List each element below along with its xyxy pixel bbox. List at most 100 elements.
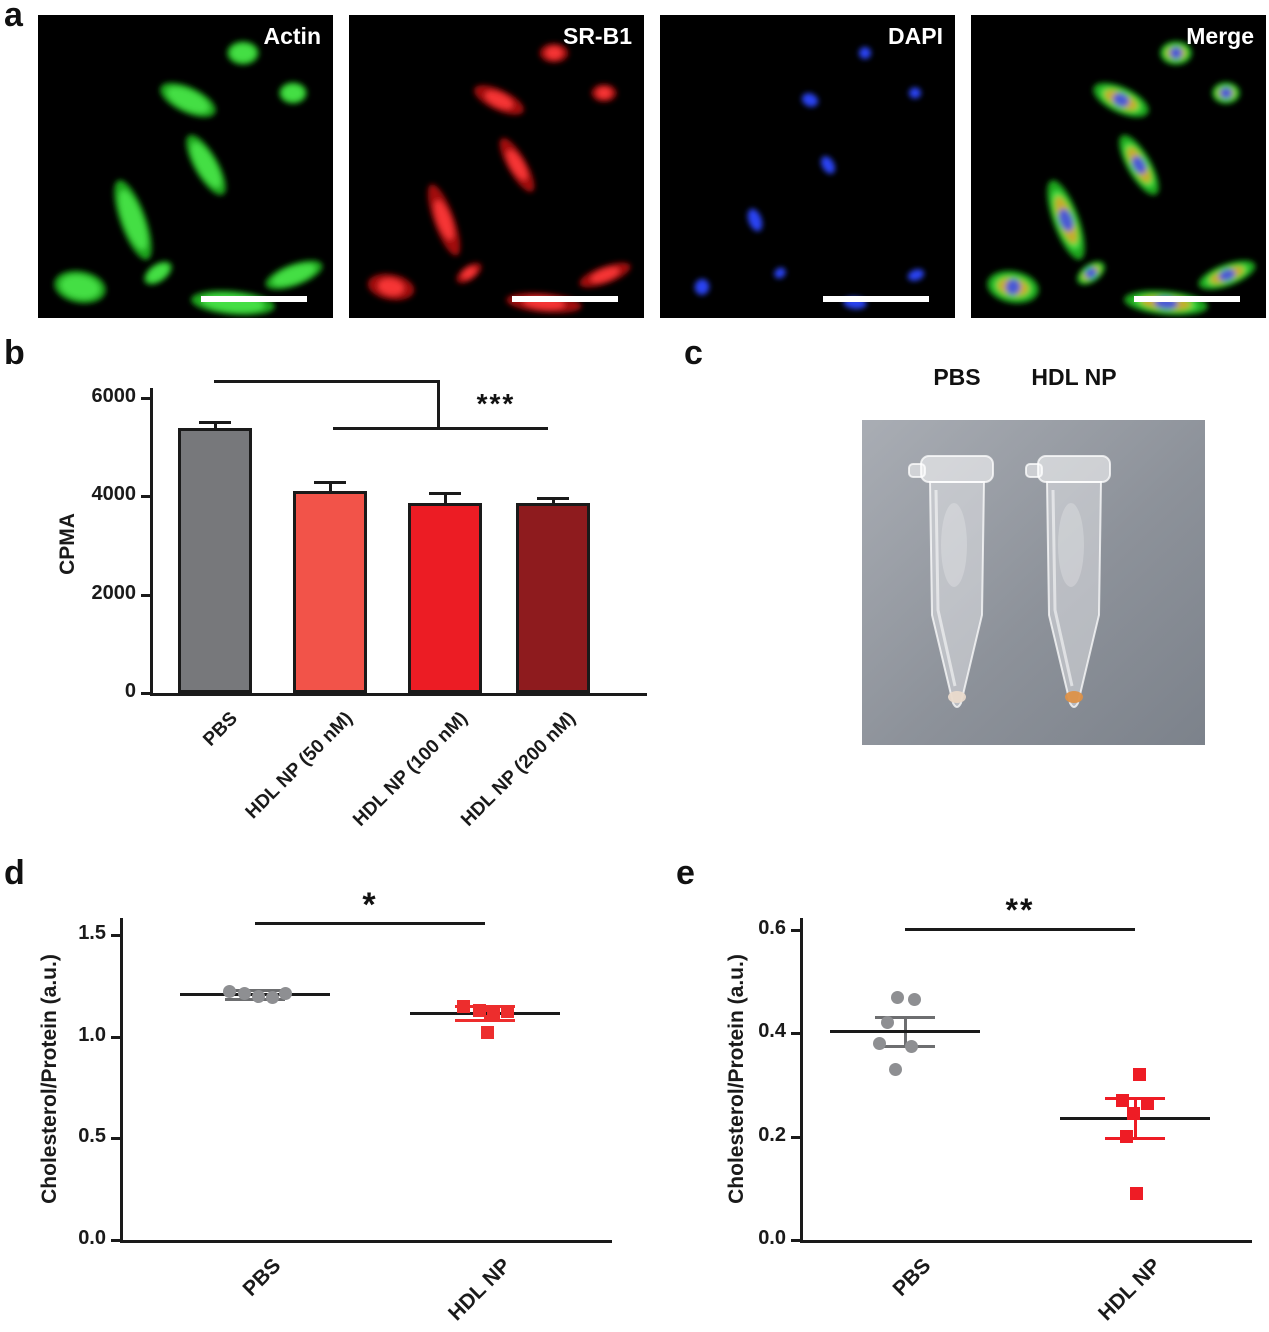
- b-y-tick-label: 4000: [91, 483, 137, 506]
- d-y-tick: [111, 1137, 120, 1141]
- b-y-tick: [141, 692, 150, 695]
- e-sem-cap-high: [1105, 1096, 1165, 1100]
- d-x-label: HDL NP: [443, 1254, 516, 1326]
- b-x-axis: [150, 693, 647, 696]
- e-point-hdl-np: [1129, 1186, 1143, 1200]
- channel-label-merge: Merge: [1186, 23, 1254, 49]
- b-y-tick-label: 6000: [91, 385, 137, 407]
- d-point-hdl-np: [486, 1005, 500, 1019]
- panel-label-b: b: [4, 334, 25, 372]
- e-sem-cap-low: [1105, 1137, 1165, 1141]
- b-bar: [293, 491, 367, 693]
- micrograph-svg: [349, 15, 644, 318]
- d-significance-stars: *: [362, 886, 378, 924]
- d-point-hdl-np: [500, 1004, 514, 1018]
- b-error-cap: [537, 497, 569, 501]
- panel-label-e: e: [676, 854, 695, 892]
- b-sig-top: [214, 380, 440, 383]
- e-y-axis-title: Cholesterol/Protein (a.u.): [725, 954, 748, 1204]
- d-y-tick-label: 0.0: [78, 1227, 106, 1249]
- scale-bar: [512, 296, 618, 302]
- e-point-hdl-np: [1115, 1093, 1129, 1107]
- d-point-pbs: [278, 987, 292, 1001]
- micrograph-srb1: SR-B1: [349, 15, 644, 318]
- d-point-pbs: [222, 985, 236, 999]
- micrograph-svg: [971, 15, 1266, 318]
- d-point-hdl-np: [472, 1003, 486, 1017]
- d-y-tick-label: 1.0: [78, 1023, 106, 1046]
- e-point-pbs: [890, 990, 904, 1004]
- e-point-pbs: [907, 993, 921, 1007]
- d-point-pbs: [251, 989, 265, 1003]
- scale-bar: [201, 296, 307, 302]
- micrograph-merge: Merge: [971, 15, 1266, 318]
- panel-label-c: c: [684, 334, 703, 372]
- scale-bar: [1134, 296, 1240, 302]
- d-x-label: PBS: [238, 1254, 286, 1301]
- micrograph-dapi: DAPI: [660, 15, 955, 318]
- e-y-tick: [791, 928, 800, 932]
- e-point-hdl-np: [1119, 1130, 1133, 1144]
- b-sig-drop: [437, 380, 440, 430]
- b-bar: [408, 502, 482, 693]
- e-x-axis: [800, 1240, 1252, 1243]
- actin-channel-image: [38, 15, 333, 318]
- e-mean-line: [830, 1030, 980, 1034]
- b-error-cap: [429, 492, 461, 496]
- b-error-cap: [314, 481, 346, 485]
- e-y-tick-label: 0.2: [758, 1123, 786, 1146]
- d-y-axis: [120, 918, 123, 1243]
- b-y-tick-label: 0: [124, 680, 136, 702]
- e-y-tick: [791, 1239, 800, 1242]
- e-y-tick: [791, 1032, 800, 1036]
- scale-bar: [823, 296, 929, 302]
- micrograph-svg: [38, 15, 333, 318]
- b-error-stem: [443, 493, 447, 509]
- tubes-photo-svg: [862, 420, 1205, 745]
- e-y-tick: [791, 1135, 800, 1139]
- e-point-hdl-np: [1132, 1068, 1146, 1082]
- b-sig-bottom: [333, 427, 548, 430]
- e-sem-cap-high: [875, 1015, 935, 1019]
- d-point-hdl-np: [456, 999, 470, 1013]
- b-error-stem: [328, 482, 332, 498]
- e-point-hdl-np: [1126, 1106, 1140, 1120]
- b-bar: [516, 502, 590, 693]
- d-y-tick: [111, 934, 120, 937]
- b-y-tick: [141, 593, 150, 597]
- dapi-channel-image: [660, 15, 955, 318]
- e-y-axis: [800, 918, 803, 1243]
- d-point-pbs: [237, 987, 251, 1001]
- e-point-hdl-np: [1140, 1096, 1154, 1110]
- channel-label-dapi: DAPI: [888, 23, 943, 49]
- e-y-tick-label: 0.0: [758, 1227, 786, 1249]
- d-y-tick: [111, 1035, 120, 1039]
- e-y-tick-label: 0.4: [758, 1020, 786, 1043]
- b-y-tick-label: 2000: [91, 581, 137, 604]
- b-significance-stars: ***: [476, 388, 516, 419]
- e-x-label: PBS: [888, 1254, 936, 1301]
- b-y-axis-title: CPMA: [56, 513, 79, 575]
- panel-label-d: d: [4, 854, 25, 892]
- micrograph-svg: [660, 15, 955, 318]
- b-error-cap: [199, 421, 231, 425]
- d-y-tick-label: 0.5: [78, 1125, 106, 1148]
- e-point-pbs: [872, 1037, 886, 1051]
- b-bar: [178, 427, 252, 693]
- b-y-tick: [141, 495, 150, 499]
- merge-channel-image: [971, 15, 1266, 318]
- panel-label-a: a: [4, 0, 23, 34]
- d-y-axis-title: Cholesterol/Protein (a.u.): [38, 954, 61, 1204]
- e-point-pbs: [888, 1062, 902, 1076]
- tube-label-hdl-np: HDL NP: [1031, 364, 1117, 390]
- d-y-tick: [111, 1239, 120, 1242]
- srb1-channel-image: [349, 15, 644, 318]
- tubes-photo: [862, 420, 1205, 745]
- d-y-tick-label: 1.5: [78, 922, 106, 944]
- b-y-axis: [150, 388, 153, 696]
- tube-label-pbs: PBS: [933, 364, 981, 390]
- e-significance-stars: **: [1005, 892, 1035, 928]
- b-y-tick: [141, 397, 150, 400]
- d-point-hdl-np: [480, 1026, 494, 1040]
